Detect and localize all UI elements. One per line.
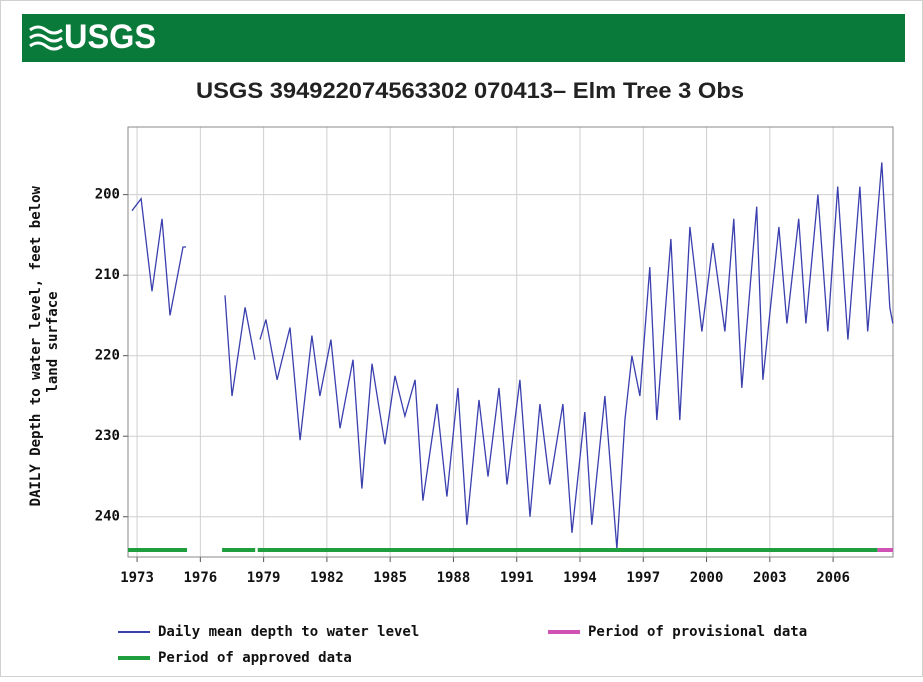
y-tick-label: 220 [95,348,120,364]
x-tick-label: 2000 [690,570,724,586]
x-tick-label: 1982 [310,570,344,586]
x-tick-label: 1976 [183,570,217,586]
period-bar [877,548,893,552]
x-tick-label: 2006 [816,570,850,586]
period-bar [222,548,256,552]
plot-border [127,126,894,558]
header-banner [22,14,905,62]
plot-area [127,126,894,558]
y-axis-label-line: DAILY Depth to water level, feet below [28,186,44,507]
wave [29,25,63,35]
x-tick-label: 1988 [437,570,471,586]
y-tick-label: 210 [95,267,120,283]
logo: USGS [64,18,156,56]
chart-title: USGS 394922074563302 070413– Elm Tree 3 … [196,78,744,103]
period-bar [128,548,188,552]
y-tick-label: 200 [95,187,120,203]
data-line [131,162,894,549]
x-tick-label: 1991 [500,570,534,586]
legend-label: Daily mean depth to water level [158,624,419,640]
x-tick-label: 1997 [626,570,660,586]
x-tick-label: 1985 [373,570,407,586]
y-tick-label: 240 [95,509,120,525]
y-axis-label: DAILY Depth to water level, feet below l… [28,178,61,507]
x-tick-label: 1973 [120,570,154,586]
legend-label: Period of provisional data [588,624,807,640]
wave [29,33,63,43]
period-bar [257,548,878,552]
legend-label: Period of approved data [158,650,352,666]
y-axis-label-line: land surface [45,291,61,392]
x-tick-label: 1994 [563,570,597,586]
logo-waves [29,25,63,51]
y-tick-label: 230 [95,428,120,444]
wave [29,41,63,51]
x-tick-label: 1979 [247,570,281,586]
x-tick-label: 2003 [753,570,787,586]
